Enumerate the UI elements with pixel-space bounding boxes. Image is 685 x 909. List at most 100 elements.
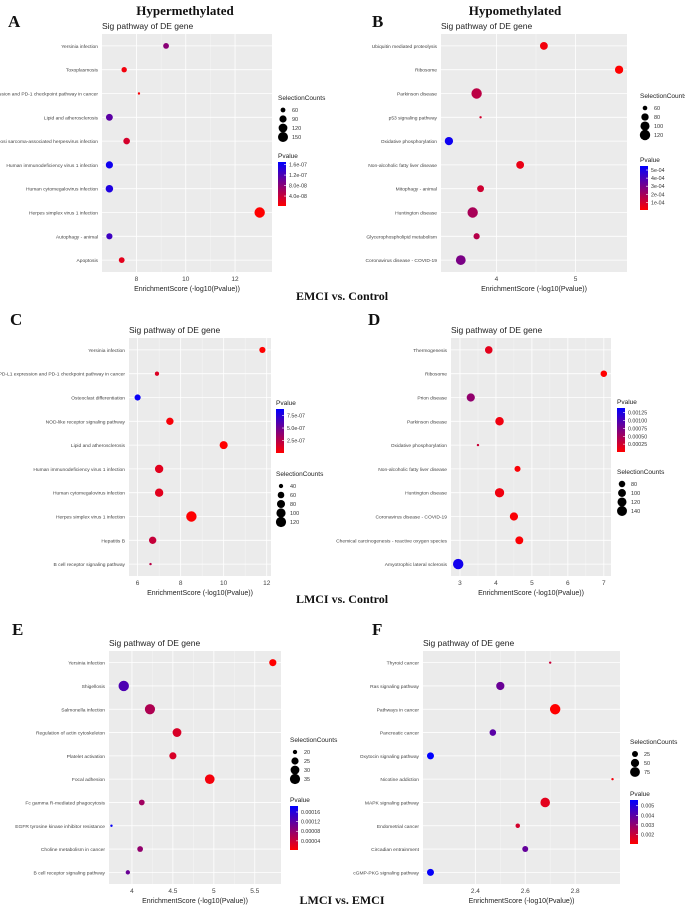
size-legend-label: 120 — [654, 133, 663, 139]
plot-background — [423, 651, 620, 884]
color-legend-label: 0.00008 — [301, 829, 320, 835]
x-axis-label: EnrichmentScore (-log10(Pvalue)) — [147, 590, 253, 597]
x-axis-label: EnrichmentScore (-log10(Pvalue)) — [481, 286, 587, 293]
y-category-label: Huntington disease — [395, 211, 437, 217]
y-category-label: Shigellosis — [82, 684, 106, 690]
column-title-hypermethylated: Hypermethylated — [136, 3, 234, 18]
chart-panel-f: Sig pathway of DE gene 2.4 2.6 2.8 Thyroid c… — [353, 638, 678, 905]
data-point — [105, 161, 114, 169]
x-tick-label: 5 — [574, 276, 578, 283]
plot-background — [102, 34, 272, 272]
color-legend-title: Pvalue — [278, 153, 298, 160]
size-legend-key — [276, 508, 286, 518]
data-point — [125, 870, 131, 875]
chart-title: Sig pathway of DE gene — [129, 325, 220, 335]
y-category-label: Coronavirus disease - COVID-19 — [376, 515, 448, 521]
size-legend-label: 50 — [644, 761, 650, 767]
y-category-label: Ubiquitin mediated proteolysis — [372, 44, 438, 50]
data-point — [476, 443, 480, 447]
size-legend-label: 100 — [631, 491, 640, 497]
color-legend-bar — [276, 409, 284, 453]
size-legend-key — [618, 489, 626, 497]
data-point — [444, 136, 454, 146]
comparison-label-emci-control: EMCI vs. Control — [295, 289, 389, 303]
size-legend-title: SelectionCounts — [617, 469, 665, 476]
size-legend-title: SelectionCounts — [630, 739, 678, 746]
data-point — [600, 370, 608, 377]
x-tick-label: 4 — [494, 580, 498, 587]
size-legend-label: 75 — [644, 770, 650, 776]
y-category-label: Coronavirus disease - COVID-19 — [366, 258, 438, 264]
data-point — [148, 536, 157, 544]
size-legend-key — [292, 749, 298, 755]
data-point — [467, 207, 478, 218]
plot-background — [129, 338, 271, 576]
panel-letter-a: A — [8, 12, 21, 31]
data-point — [471, 88, 482, 99]
y-category-label: NOD-like receptor signaling pathway — [46, 419, 126, 425]
size-legend-label: 80 — [631, 482, 637, 488]
plot-background — [451, 338, 611, 576]
color-legend-bar — [630, 800, 638, 844]
y-category-label: Huntington disease — [405, 491, 447, 497]
y-category-label: Chemical carcinogenesis - reactive oxyge… — [336, 538, 447, 544]
size-legend-label: 60 — [292, 108, 298, 114]
data-point — [154, 488, 164, 497]
data-point — [516, 160, 525, 169]
size-legend-title: SelectionCounts — [290, 737, 338, 744]
color-legend-label: 0.004 — [641, 813, 654, 819]
data-point — [522, 846, 529, 853]
color-legend-title: Pvalue — [630, 791, 650, 798]
y-category-label: Human cytomegalovirus infection — [26, 187, 98, 193]
y-category-label: Toxoplasmosis — [66, 68, 99, 74]
data-point — [549, 704, 561, 715]
y-category-label: Lipid and atherosclerosis — [71, 443, 126, 449]
data-point — [614, 65, 624, 74]
color-legend-label: 0.003 — [641, 823, 654, 829]
size-legend-label: 90 — [292, 117, 298, 123]
color-legend-label: 0.00100 — [628, 419, 647, 425]
color-legend-label: 5e-04 — [651, 168, 665, 174]
y-category-label: Platelet activation — [67, 754, 106, 760]
size-legend-label: 140 — [631, 509, 640, 515]
x-tick-label: 2.8 — [571, 888, 580, 895]
color-legend-label: 8.0e-08 — [289, 184, 307, 190]
data-point — [489, 729, 497, 736]
size-legend-key — [640, 121, 650, 131]
size-legend-key — [279, 115, 287, 123]
data-point — [166, 417, 174, 425]
color-legend-bar — [290, 806, 298, 850]
data-point — [219, 441, 228, 450]
color-legend-title: Pvalue — [640, 157, 660, 164]
data-point — [169, 752, 177, 760]
data-point — [426, 868, 434, 876]
y-category-label: Amyotrophic lateral sclerosis — [385, 562, 448, 568]
column-title-hypomethylated: Hypomethylated — [468, 3, 562, 18]
size-legend-label: 120 — [631, 500, 640, 506]
y-category-label: B cell receptor signaling pathway — [54, 562, 126, 568]
data-point — [269, 659, 277, 667]
chart-title: Sig pathway of DE gene — [423, 638, 514, 648]
size-legend-key — [290, 765, 300, 775]
color-legend-title: Pvalue — [617, 399, 637, 406]
size-legend-key — [276, 499, 286, 509]
data-point — [611, 777, 614, 781]
plot-background — [441, 34, 627, 272]
size-legend-key — [277, 491, 285, 499]
y-category-label: PD-L1 expression and PD-1 checkpoint pat… — [0, 372, 125, 378]
data-point — [548, 661, 552, 664]
size-legend-key — [278, 483, 284, 489]
x-tick-label: 3 — [458, 580, 462, 587]
x-tick-label: 10 — [220, 580, 228, 587]
data-point — [105, 184, 114, 193]
data-point — [426, 752, 434, 760]
y-category-label: cGMP-PKG signaling pathway — [353, 870, 419, 876]
data-point — [540, 797, 550, 808]
data-point — [494, 488, 505, 498]
data-point — [118, 257, 125, 264]
data-point — [149, 562, 152, 566]
data-point — [539, 41, 548, 50]
panel-letter-c: C — [10, 310, 23, 329]
size-legend-key — [289, 773, 301, 785]
